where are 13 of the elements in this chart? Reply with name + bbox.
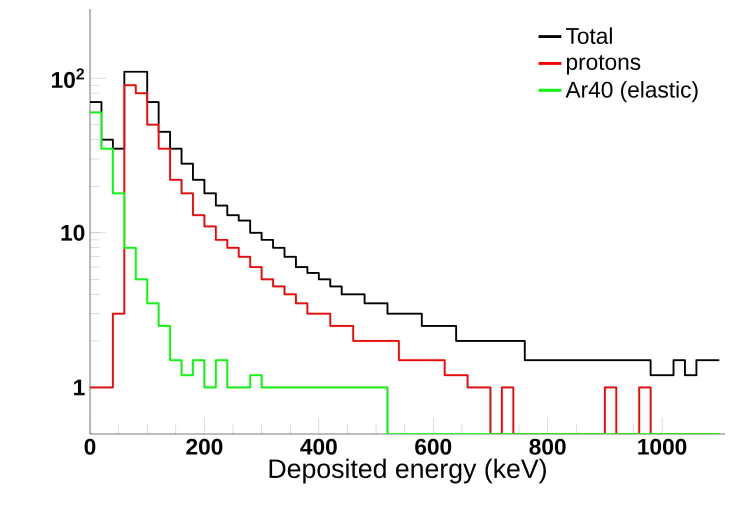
x-tick-label: 800 [529, 438, 566, 455]
x-tick-label: 400 [300, 438, 337, 455]
legend-label: protons [566, 55, 640, 74]
x-tick-label: 200 [186, 438, 222, 455]
legend-label: Ar40 (elastic) [566, 81, 698, 102]
legend-label: Total [566, 27, 612, 44]
y-tick-label: 1 [74, 380, 85, 396]
x-tick-label: 1000 [638, 438, 686, 455]
x-tick-label: 0 [84, 438, 96, 455]
y-tick-label: 10 [62, 224, 84, 241]
x-tick-label: 600 [415, 438, 452, 455]
y-tick-label: 10$^{2}$ [52, 68, 84, 88]
x-axis-title: Deposited energy (keV) [270, 458, 546, 484]
